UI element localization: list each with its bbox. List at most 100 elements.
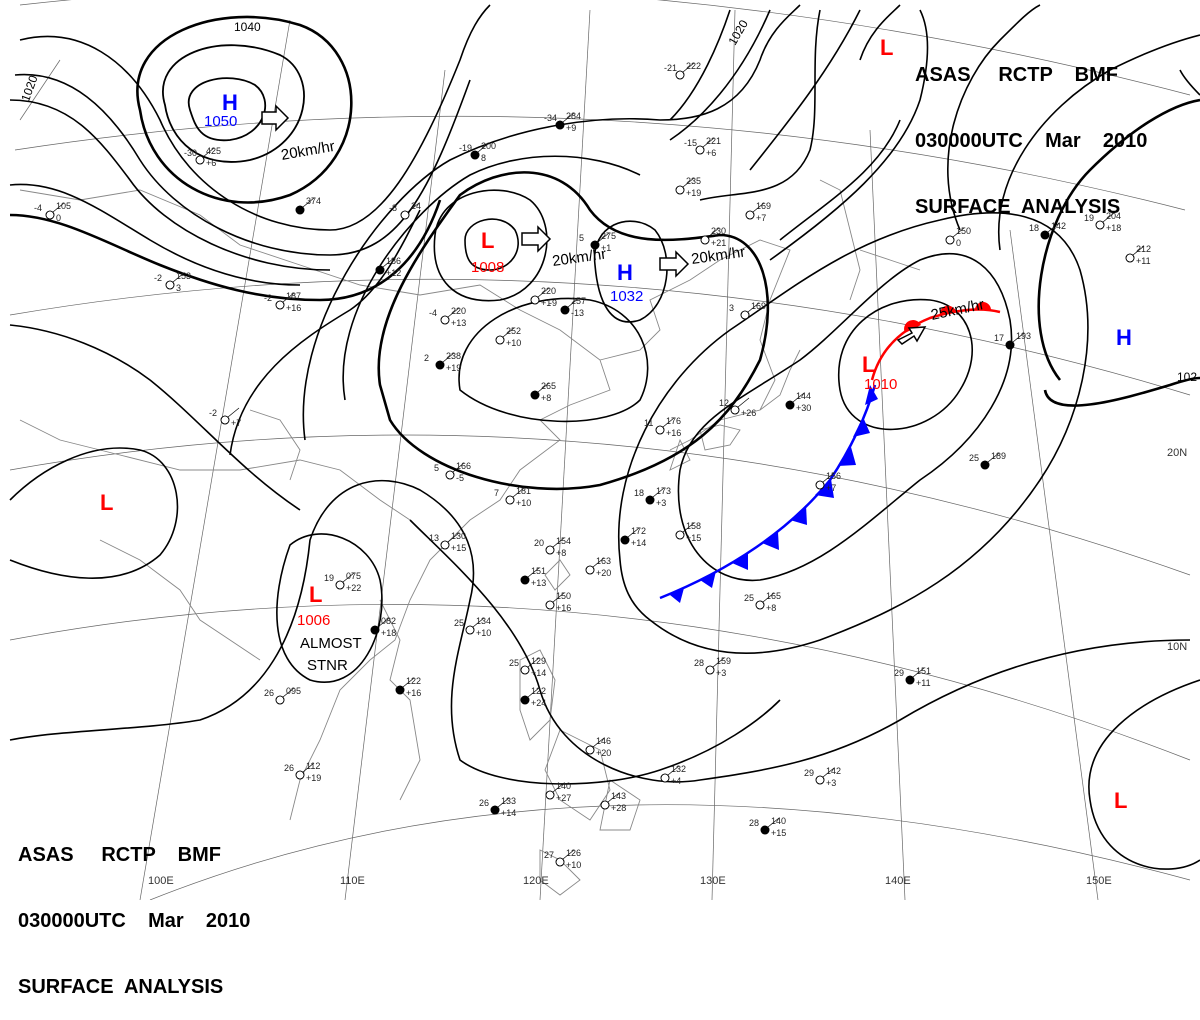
station-tendency: +16 xyxy=(666,428,681,438)
wind-barb-icon xyxy=(562,112,575,123)
wind-barb-icon xyxy=(752,202,765,213)
wind-barb-icon xyxy=(202,147,215,158)
header-title-line: SURFACE ANALYSIS xyxy=(18,976,224,998)
station-temperature: 25 xyxy=(454,618,464,628)
map-header-bottom-left: ASAS RCTP BMF 030000UTC Mar 2010 SURFACE… xyxy=(18,800,250,1020)
station-tendency: +20 xyxy=(596,748,611,758)
wind-barb-icon xyxy=(527,657,540,668)
motion-arrows xyxy=(261,104,927,345)
station-plot: 163+20 xyxy=(585,556,611,578)
station-pressure: 159 xyxy=(716,656,731,666)
svg-text:140E: 140E xyxy=(885,875,911,887)
station-pressure: 142 xyxy=(1051,221,1066,231)
station-temperature: 7 xyxy=(494,488,499,498)
motion-arrow-icon xyxy=(659,250,690,278)
station-temperature: 17 xyxy=(994,333,1004,343)
station-temperature: 20 xyxy=(534,538,544,548)
station-pressure: 154 xyxy=(556,536,571,546)
station-plot: 158+15 xyxy=(675,521,701,543)
station-plot: 19 075 +22 xyxy=(324,571,361,593)
station-temperature: 26 xyxy=(479,798,489,808)
station-temperature: -2 xyxy=(154,273,162,283)
station-plot: -30 425 +6 xyxy=(184,146,221,168)
pressure-values: 1050 1008 1032 1010 1006 xyxy=(204,113,897,629)
wind-barb-icon xyxy=(377,617,390,628)
cold-front xyxy=(659,384,878,603)
wind-barb-icon xyxy=(342,572,355,583)
station-pressure: 252 xyxy=(506,326,521,336)
wind-barb-icon xyxy=(172,272,185,283)
wind-barb-icon xyxy=(552,782,565,793)
station-pressure: 193 xyxy=(1016,331,1031,341)
station-pressure: 172 xyxy=(631,526,646,536)
header-time-line: 030000UTC Mar 2010 xyxy=(915,130,1148,152)
coastlines xyxy=(19,179,921,896)
station-plot: -4 105 0 xyxy=(34,201,71,223)
station-pressure: 133 xyxy=(501,796,516,806)
station-plot: 12 +26 xyxy=(719,397,756,418)
station-pressure: 189 xyxy=(991,451,1006,461)
station-plot: 374 xyxy=(295,196,321,215)
station-plot: 17 193 xyxy=(994,331,1031,350)
wind-barb-icon xyxy=(1047,222,1060,233)
station-pressure: 235 xyxy=(686,176,701,186)
station-tendency: +19 xyxy=(446,363,461,373)
station-temperature: -8 xyxy=(389,203,397,213)
station-tendency: +14 xyxy=(531,668,546,678)
station-temperature: -4 xyxy=(429,308,437,318)
station-plot: 7 181 +10 xyxy=(494,486,531,508)
station-tendency: +3 xyxy=(716,668,726,678)
station-pressure: 275 xyxy=(601,231,616,241)
station-plot: 230+21 xyxy=(700,226,726,248)
svg-text:120E: 120E xyxy=(523,875,549,887)
low-center-icon: L xyxy=(309,582,322,607)
station-tendency: +15 xyxy=(686,533,701,543)
station-pressure: 150 xyxy=(556,591,571,601)
station-pressure: 156 xyxy=(826,471,841,481)
station-tendency: +28 xyxy=(611,803,626,813)
station-pressure: 163 xyxy=(596,556,611,566)
station-plot: 140+27 xyxy=(545,781,571,803)
station-pressure: 132 xyxy=(671,764,686,774)
station-pressure: 151 xyxy=(916,666,931,676)
wind-barb-icon xyxy=(477,142,490,153)
station-tendency: +8 xyxy=(541,393,551,403)
station-temperature: 18 xyxy=(1029,223,1039,233)
station-temperature: 12 xyxy=(719,398,729,408)
station-plot: 29 151 +11 xyxy=(894,666,931,688)
warm-front xyxy=(870,302,1001,381)
station-plot: -9 257 -13 xyxy=(549,296,586,318)
station-plot: -19 200 8 xyxy=(459,141,496,163)
station-temperature: 28 xyxy=(694,658,704,668)
station-tendency: +10 xyxy=(516,498,531,508)
station-temperature: -2 xyxy=(209,408,217,418)
wind-barb-icon xyxy=(682,177,695,188)
station-tendency: +22 xyxy=(346,583,361,593)
station-plot: 20 154 +8 xyxy=(534,536,571,558)
station-tendency: +1 xyxy=(541,298,551,308)
station-pressure: 221 xyxy=(706,136,721,146)
station-pressure: 181 xyxy=(516,486,531,496)
station-pressure: 075 xyxy=(346,571,361,581)
station-tendency: +16 xyxy=(556,603,571,613)
station-tendency: +20 xyxy=(596,568,611,578)
station-pressure: 112 xyxy=(306,761,320,771)
wind-barb-icon xyxy=(952,227,965,238)
station-pressure: 151 xyxy=(531,566,546,576)
station-plot: 11 176 +16 xyxy=(644,416,681,438)
station-temperature: -19 xyxy=(459,143,472,153)
station-pressure: 169 xyxy=(756,201,771,211)
svg-text:130E: 130E xyxy=(700,875,726,887)
svg-text:20N: 20N xyxy=(1167,447,1187,459)
station-pressure: 186 xyxy=(386,256,401,266)
almost-stationary-note: ALMOST STNR xyxy=(300,635,362,674)
station-temperature: 3 xyxy=(729,303,734,313)
station-plot: -2 153 3 xyxy=(154,271,191,293)
station-pressure: 153 xyxy=(176,271,191,281)
header-time-line: 030000UTC Mar 2010 xyxy=(18,910,251,932)
station-pressure: 284 xyxy=(566,111,581,121)
wind-barb-icon xyxy=(627,527,640,538)
station-tendency: +8 xyxy=(556,548,566,558)
station-tendency: +7 xyxy=(756,213,766,223)
